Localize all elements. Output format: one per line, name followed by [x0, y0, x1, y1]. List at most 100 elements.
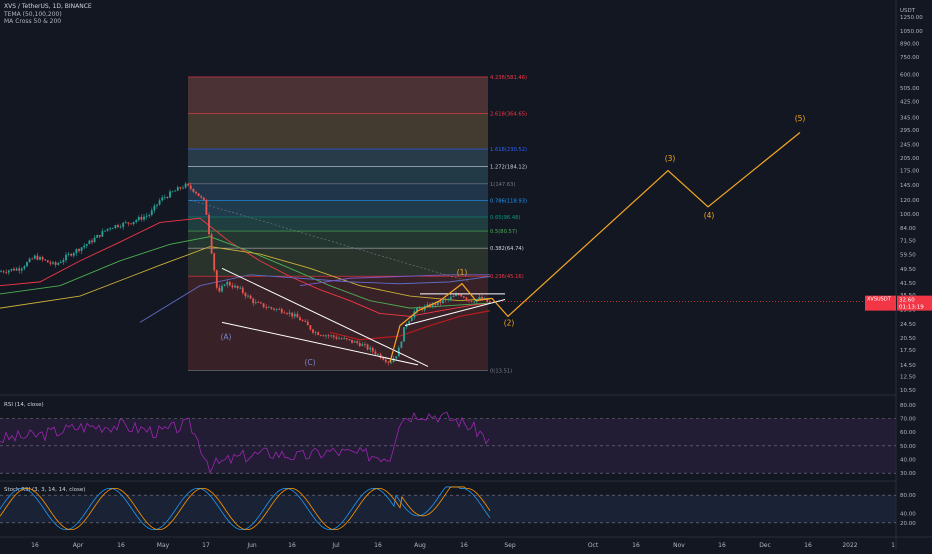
rsi-tick-label: 40.00 [900, 458, 916, 464]
rsi-title: RSI (14, close) [4, 402, 44, 408]
price-tick-label: 71.50 [900, 238, 916, 244]
time-label: 16 [374, 542, 382, 549]
candle-body [130, 223, 132, 225]
candle-body [223, 284, 226, 286]
price-tick-label: 205.00 [900, 156, 920, 162]
candle-body [239, 287, 242, 289]
price-tick-label: 145.00 [900, 183, 920, 189]
candle-body [434, 303, 437, 306]
candle-body [283, 312, 286, 314]
stoch-rsi-panel: Stoch RSI (3, 3, 14, 14, close) 80.00 40.0… [0, 486, 916, 531]
indicator-tema-label[interactable]: TEMA (50,100,200) [4, 11, 62, 18]
fib-retracement[interactable]: 4.236(581.46) 2.618(364.65) 1.618(230.52) 1… [188, 75, 527, 374]
candle-body [44, 259, 47, 261]
candle-body [338, 338, 340, 340]
candle-body [210, 234, 213, 254]
price-tick-label: 41.50 [900, 281, 916, 287]
candle-body [26, 262, 28, 267]
wave-projection[interactable]: (A) (C) (1) (2) (3) (4) (5) [221, 114, 806, 367]
candle-body [301, 320, 304, 321]
candle-body [442, 300, 444, 304]
candle-body [179, 187, 182, 189]
candle-body [249, 295, 252, 299]
candle-body [395, 356, 398, 359]
candle-body [41, 257, 44, 260]
candle-body [405, 324, 408, 328]
candles [0, 181, 491, 366]
candle-body [265, 307, 268, 308]
wave-label-1: (1) [457, 268, 468, 277]
candle-body [462, 296, 465, 298]
candle-body [444, 299, 447, 301]
candle-body [330, 335, 333, 337]
candle-body [57, 263, 60, 265]
candle-body [439, 300, 442, 304]
candle-body [171, 191, 174, 193]
currency-label: USDT [900, 8, 916, 14]
price-tick-label: 345.00 [900, 116, 920, 122]
candle-body [104, 230, 106, 232]
candle-body [96, 235, 99, 238]
candle-body [163, 197, 166, 199]
candle-body [457, 294, 460, 296]
candle-body [122, 222, 125, 227]
price-tick-label: 1050.00 [900, 29, 923, 35]
time-label: 16 [804, 542, 812, 549]
candle-body [309, 325, 312, 330]
candle-body [379, 353, 382, 358]
candle-body [166, 197, 169, 199]
candle-body [254, 302, 257, 304]
time-label: 16 [718, 542, 726, 549]
candle-body [361, 344, 364, 346]
time-label: Nov [673, 542, 685, 549]
candle-body [169, 191, 171, 198]
wave-label-a: (A) [221, 333, 232, 342]
price-tick-label: 24.50 [900, 322, 916, 328]
candle-body [288, 312, 291, 314]
candle-body [218, 287, 221, 292]
stoch-tick-label: 40.00 [900, 512, 916, 518]
candle-body [70, 253, 73, 256]
stoch-tick-label: 80.00 [900, 493, 916, 499]
countdown-timer: 01:13:19 [899, 305, 924, 311]
candle-body [145, 215, 148, 217]
ma-line-blue [139, 274, 491, 323]
candle-body [197, 193, 200, 197]
candle-body [455, 294, 457, 297]
candle-body [150, 210, 153, 215]
indicator-ma-cross-label[interactable]: MA Cross 50 & 200 [4, 18, 62, 25]
price-tick-label: 295.00 [900, 128, 920, 134]
price-tick-label: 750.00 [900, 55, 920, 61]
current-price-badge [897, 295, 932, 311]
candle-body [111, 227, 114, 229]
candle-body [80, 247, 83, 251]
candle-body [486, 298, 489, 302]
candle-body [109, 228, 112, 229]
candle-body [273, 308, 275, 310]
price-tick-label: 17.50 [900, 348, 916, 354]
price-tick-label: 890.00 [900, 42, 920, 48]
candle-body [364, 344, 366, 345]
candle-body [75, 249, 78, 254]
time-label: 17 [202, 542, 210, 549]
candle-body [416, 307, 418, 312]
candle-body [314, 332, 317, 334]
price-tick-label: 175.00 [900, 169, 920, 175]
candle-body [473, 301, 476, 303]
candle-body [470, 300, 473, 302]
candle-body [348, 339, 351, 340]
candle-body [371, 347, 374, 352]
candle-body [226, 281, 229, 285]
candle-body [158, 200, 161, 205]
candle-body [78, 249, 80, 251]
wave-label-5: (5) [795, 114, 806, 123]
candle-body [205, 199, 208, 215]
ma-line-yellow [0, 246, 491, 309]
fib-zone [188, 183, 488, 201]
candle-body [278, 308, 281, 310]
time-axis[interactable]: 16 Apr 16 May 17 Jun 16 Jul 16 Aug 16 Sep Oct 16 Nov 16… [31, 542, 895, 549]
candle-body [65, 254, 67, 261]
candle-body [247, 295, 249, 297]
